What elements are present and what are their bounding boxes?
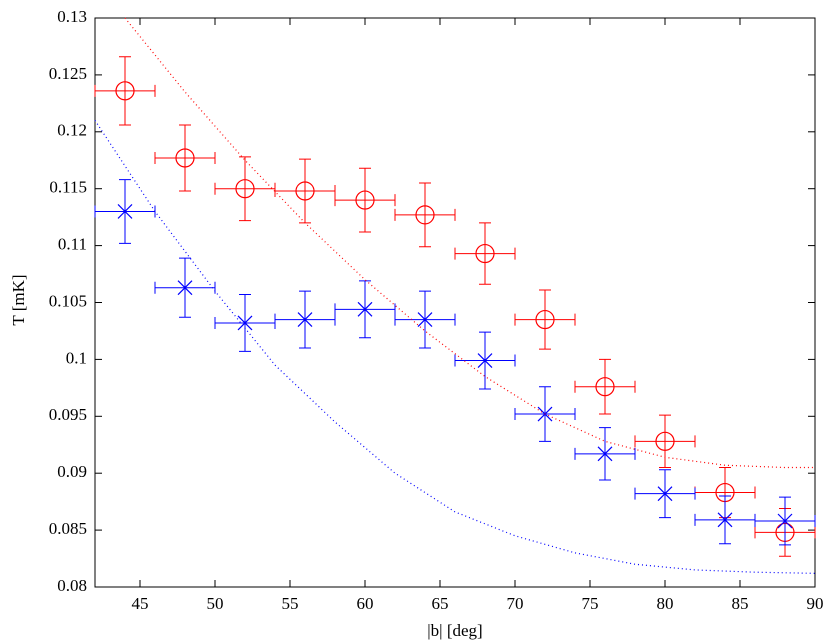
x-tick-label: 70 (507, 594, 524, 613)
point (777, 513, 793, 529)
y-tick-label: 0.105 (49, 291, 87, 310)
point (175, 148, 195, 168)
x-error-bar (574, 380, 636, 393)
point (717, 512, 733, 528)
y-axis-label: T [mK] (9, 274, 28, 325)
point (115, 81, 135, 101)
x-error-bar (394, 208, 456, 221)
x-tick-label: 60 (357, 594, 374, 613)
y-tick-label: 0.08 (57, 576, 87, 595)
point (415, 205, 435, 225)
point (655, 431, 675, 451)
x-error-bar (94, 84, 156, 97)
x-tick-label: 75 (582, 594, 599, 613)
fit-curve (124, 17, 815, 469)
x-tick-label: 45 (132, 594, 149, 613)
point (477, 353, 493, 368)
point (297, 312, 313, 327)
x-tick-label: 90 (807, 594, 824, 613)
x-error-bar (334, 194, 396, 207)
y-tick-label: 0.095 (49, 405, 87, 424)
y-tick-label: 0.115 (49, 178, 87, 197)
x-tick-label: 65 (432, 594, 449, 613)
plot-frame (94, 17, 816, 588)
point (595, 377, 615, 397)
x-tick-label: 50 (207, 594, 224, 613)
y-tick-label: 0.11 (58, 235, 87, 254)
y-tick-label: 0.09 (57, 462, 87, 481)
point (355, 190, 375, 210)
x-tick-label: 80 (657, 594, 674, 613)
point (237, 315, 253, 331)
point (535, 309, 555, 330)
y-tick-label: 0.125 (49, 64, 87, 83)
point (117, 204, 133, 219)
x-tick-label: 55 (282, 594, 299, 613)
fit-curve (94, 120, 816, 574)
x-error-bar (634, 435, 696, 448)
y-tick-label: 0.13 (57, 7, 87, 26)
x-tick-label: 85 (732, 594, 749, 613)
x-error-bar (454, 247, 516, 260)
point (657, 486, 673, 502)
x-axis-label: |b| [deg] (427, 621, 482, 640)
point (295, 181, 315, 201)
point (597, 446, 613, 462)
y-tick-label: 0.085 (49, 519, 87, 538)
x-error-bar (154, 151, 216, 164)
y-tick-label: 0.12 (57, 121, 87, 140)
y-tick-label: 0.1 (66, 348, 87, 367)
point (475, 243, 495, 264)
point (417, 312, 433, 327)
point (177, 280, 193, 296)
x-error-bar (514, 313, 576, 326)
point (235, 179, 255, 199)
point (357, 301, 373, 317)
